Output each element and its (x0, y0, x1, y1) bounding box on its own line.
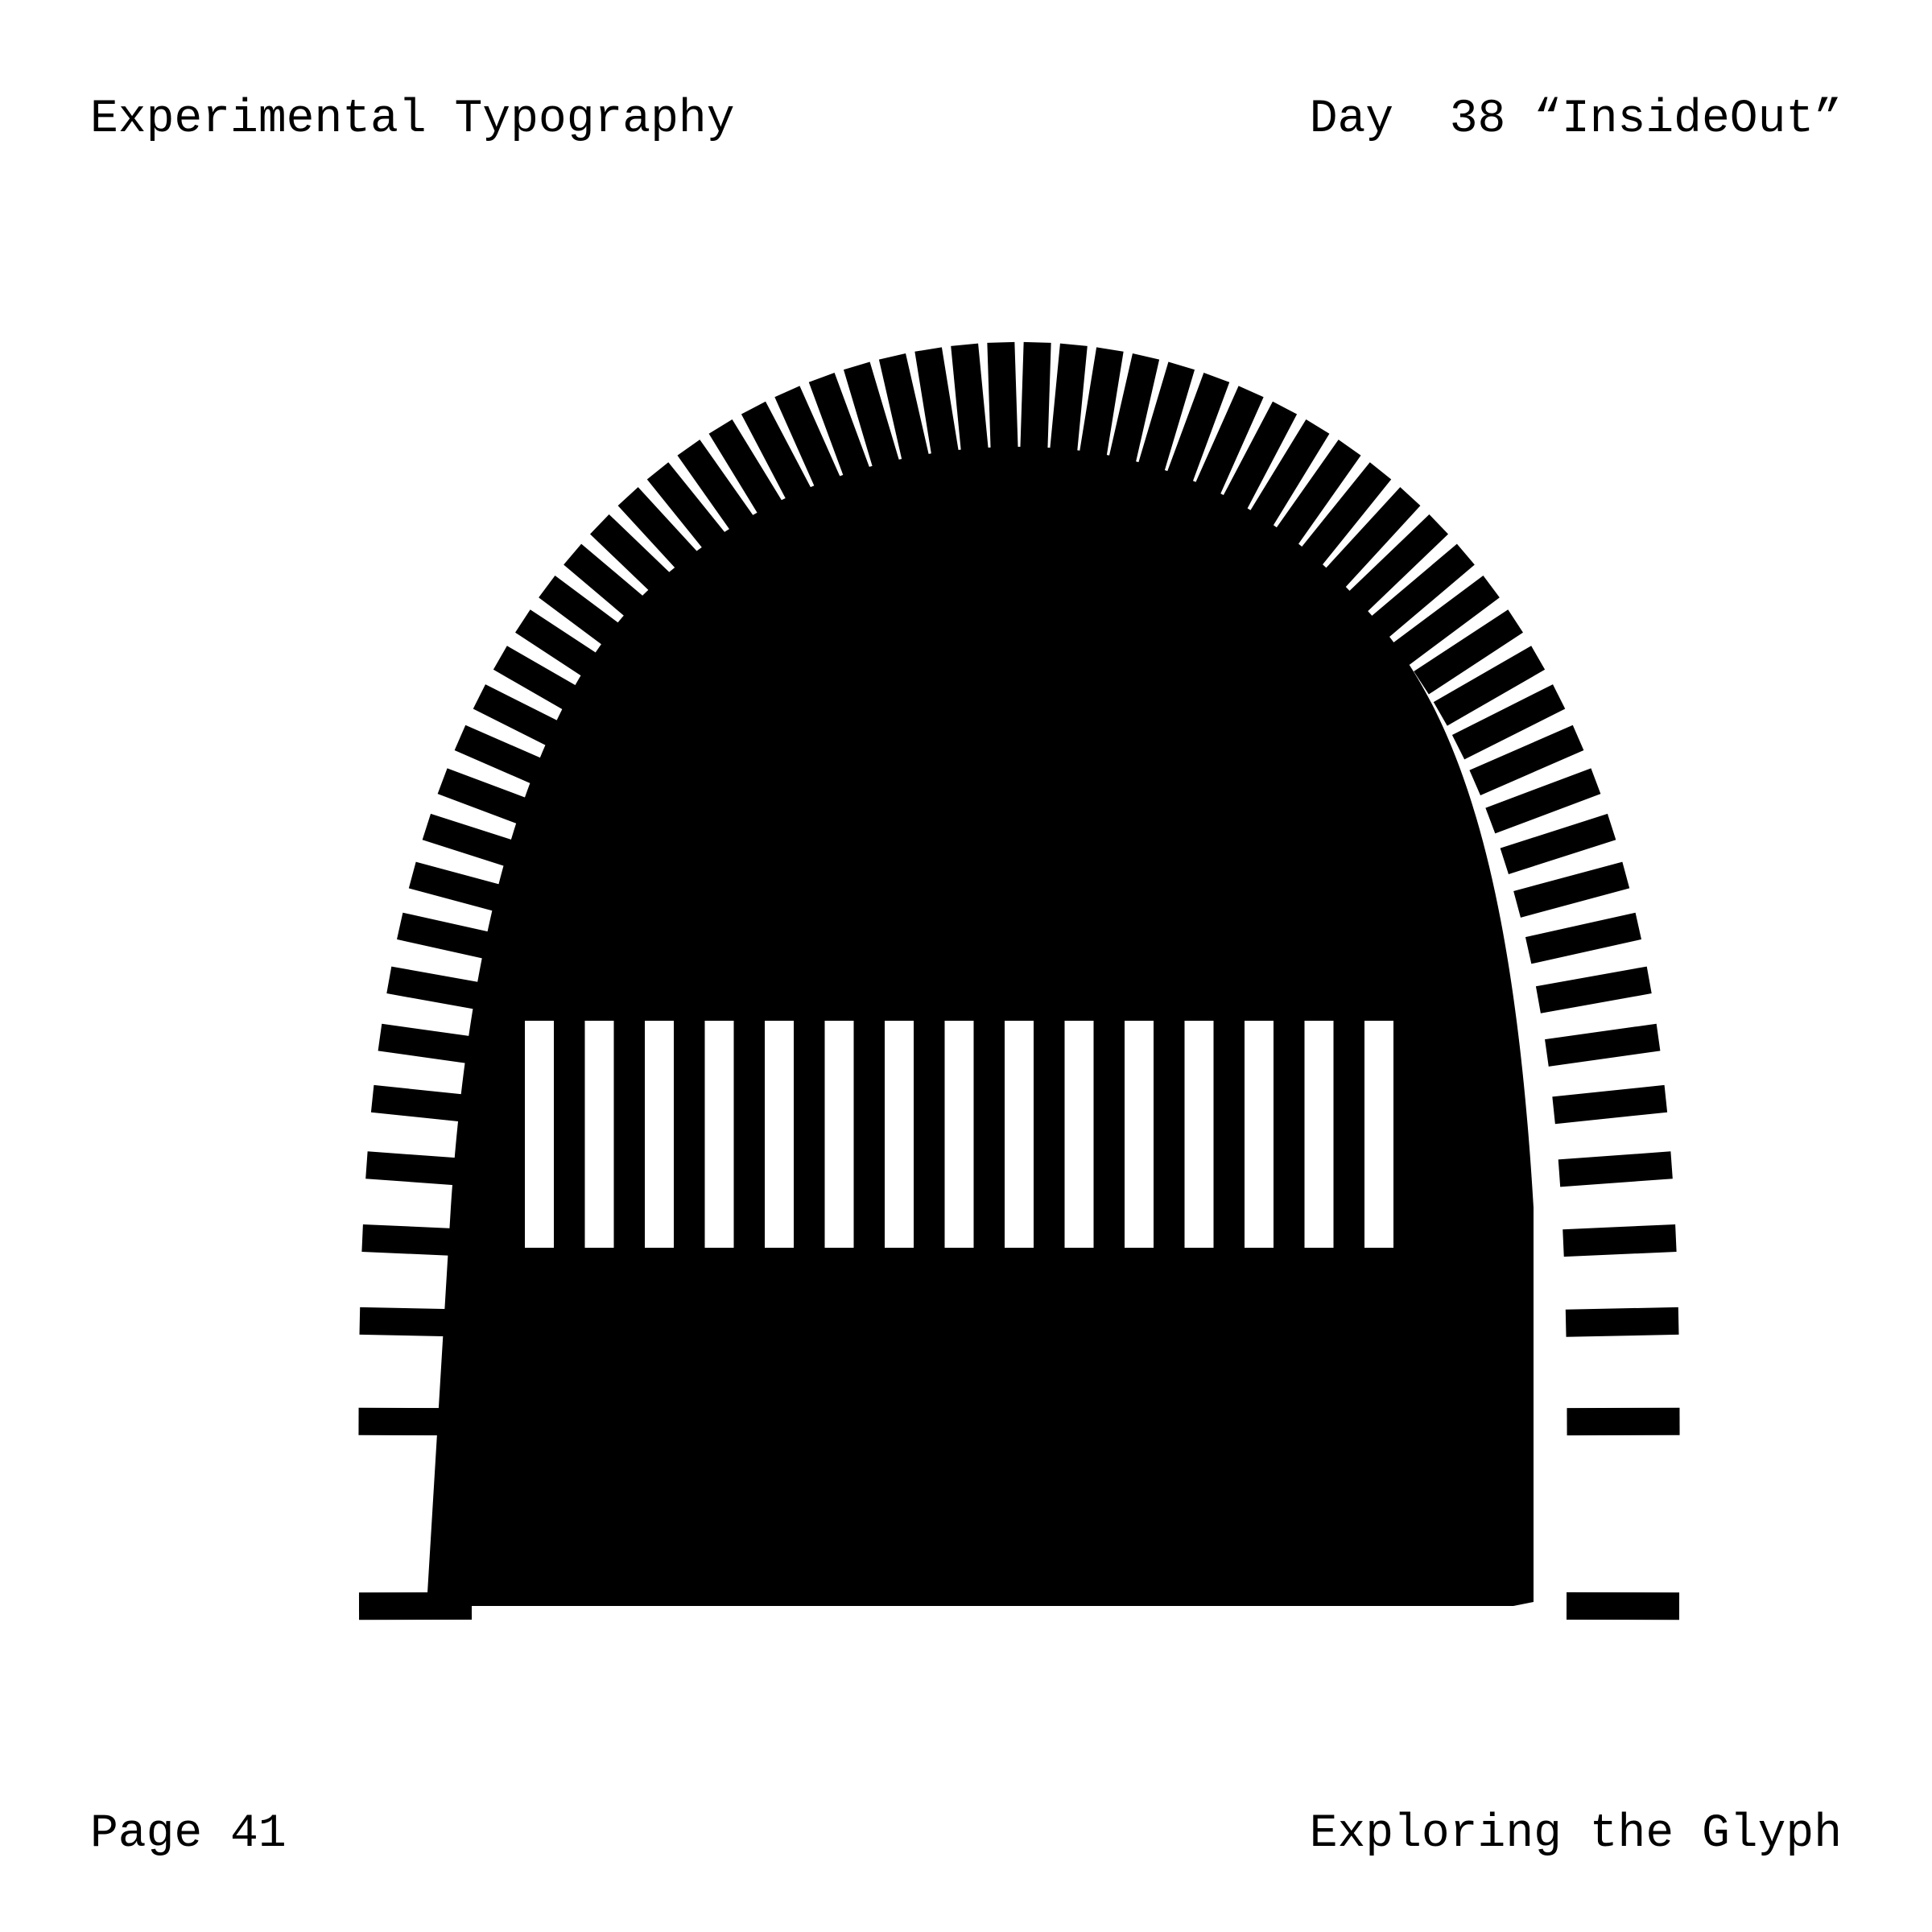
arch-tick (1558, 1151, 1673, 1187)
arch-tick (646, 462, 740, 568)
arch-tick (386, 966, 503, 1013)
arch-tick (1049, 343, 1088, 459)
arch-solid-body (427, 447, 1534, 1606)
inner-stripe-bar (1364, 1021, 1393, 1248)
arch-tick (1414, 609, 1523, 695)
inner-stripe-bar (704, 1021, 734, 1248)
arch-tick (1247, 419, 1330, 530)
arch-tick (914, 347, 960, 463)
page-label: Page 41 (90, 1808, 287, 1860)
day-label: Day 38 “InsideOut” (1309, 93, 1842, 146)
arch-tick (473, 684, 587, 760)
arch-tick (1348, 514, 1448, 613)
arch-tick (1545, 1023, 1661, 1067)
arch-tick (843, 361, 902, 478)
arch-tick (1078, 347, 1124, 463)
arch-tick (1164, 373, 1230, 489)
inner-stripe-bar (885, 1021, 914, 1248)
series-title: Experimental Typography (90, 93, 735, 146)
arch-tick (774, 386, 846, 501)
arch-tick (365, 1151, 481, 1187)
arch-tick-marks (358, 341, 1680, 1620)
arch-tick (1500, 813, 1616, 874)
inner-stripe-bar (1304, 1021, 1334, 1248)
arch-tick (454, 724, 569, 795)
arch-tick (590, 514, 691, 613)
arch-tick (437, 768, 553, 834)
inner-stripe-bar (1005, 1021, 1034, 1248)
arch-tick (1525, 912, 1641, 964)
arch-tick (564, 543, 668, 638)
arch-tick (358, 1407, 472, 1436)
arch-tick (708, 419, 791, 530)
arch-tick (1513, 861, 1630, 918)
inner-stripe-bar (525, 1021, 554, 1248)
arch-tick (1469, 724, 1584, 795)
arch-tick (1323, 487, 1421, 589)
arch-tick (1192, 386, 1264, 501)
arch-tick (1020, 341, 1051, 456)
arch-tick (1370, 543, 1475, 638)
arch-tick (1433, 646, 1546, 726)
inner-stripe-bar (1064, 1021, 1094, 1248)
inner-stripe-bars (525, 1021, 1393, 1248)
arch-tick (808, 373, 874, 489)
arch-tick (1393, 576, 1500, 665)
arch-tick (1535, 966, 1652, 1013)
arch-tick (408, 861, 525, 918)
arch-tick (878, 353, 931, 470)
inner-stripe-bar (1245, 1021, 1274, 1248)
arch-tick (1565, 1307, 1679, 1337)
inner-stripe-bar (1184, 1021, 1214, 1248)
arch-tick (422, 813, 539, 874)
arch-tick (1552, 1084, 1668, 1125)
inner-stripe-bar (944, 1021, 974, 1248)
arch-tick (539, 576, 646, 665)
caption: Exploring the Glyph (1309, 1808, 1842, 1860)
arch-tick (1220, 401, 1298, 514)
arch-tick (370, 1084, 486, 1125)
arch-tick (1563, 1224, 1677, 1257)
arch-tick (741, 401, 819, 514)
arch-tick (397, 912, 514, 964)
inner-stripe-bar (824, 1021, 854, 1248)
arch-tick (1485, 768, 1601, 834)
arch-tick (1136, 361, 1195, 478)
arch-tick (515, 609, 625, 695)
arch-tick (1451, 684, 1566, 760)
arch-tick (493, 646, 605, 726)
arch-tick (1566, 1591, 1680, 1620)
arch-tick (987, 341, 1018, 456)
inner-stripe-bar (765, 1021, 794, 1248)
arch-tick (1567, 1407, 1680, 1436)
arch-tick (617, 487, 715, 589)
inner-stripe-bar (645, 1021, 674, 1248)
arch-tick (359, 1307, 473, 1337)
arch-tick (677, 440, 765, 548)
arch-tick (1298, 462, 1392, 568)
arch-tick (951, 343, 989, 459)
arch-tick (1274, 440, 1361, 548)
arch-tick (361, 1224, 476, 1257)
inner-stripe-bar (1125, 1021, 1154, 1248)
inner-stripe-bar (584, 1021, 614, 1248)
arch-solid-shape (427, 447, 1534, 1606)
arch-tick (358, 1591, 473, 1620)
arch-tick (378, 1023, 493, 1067)
arch-tick (1107, 353, 1160, 470)
